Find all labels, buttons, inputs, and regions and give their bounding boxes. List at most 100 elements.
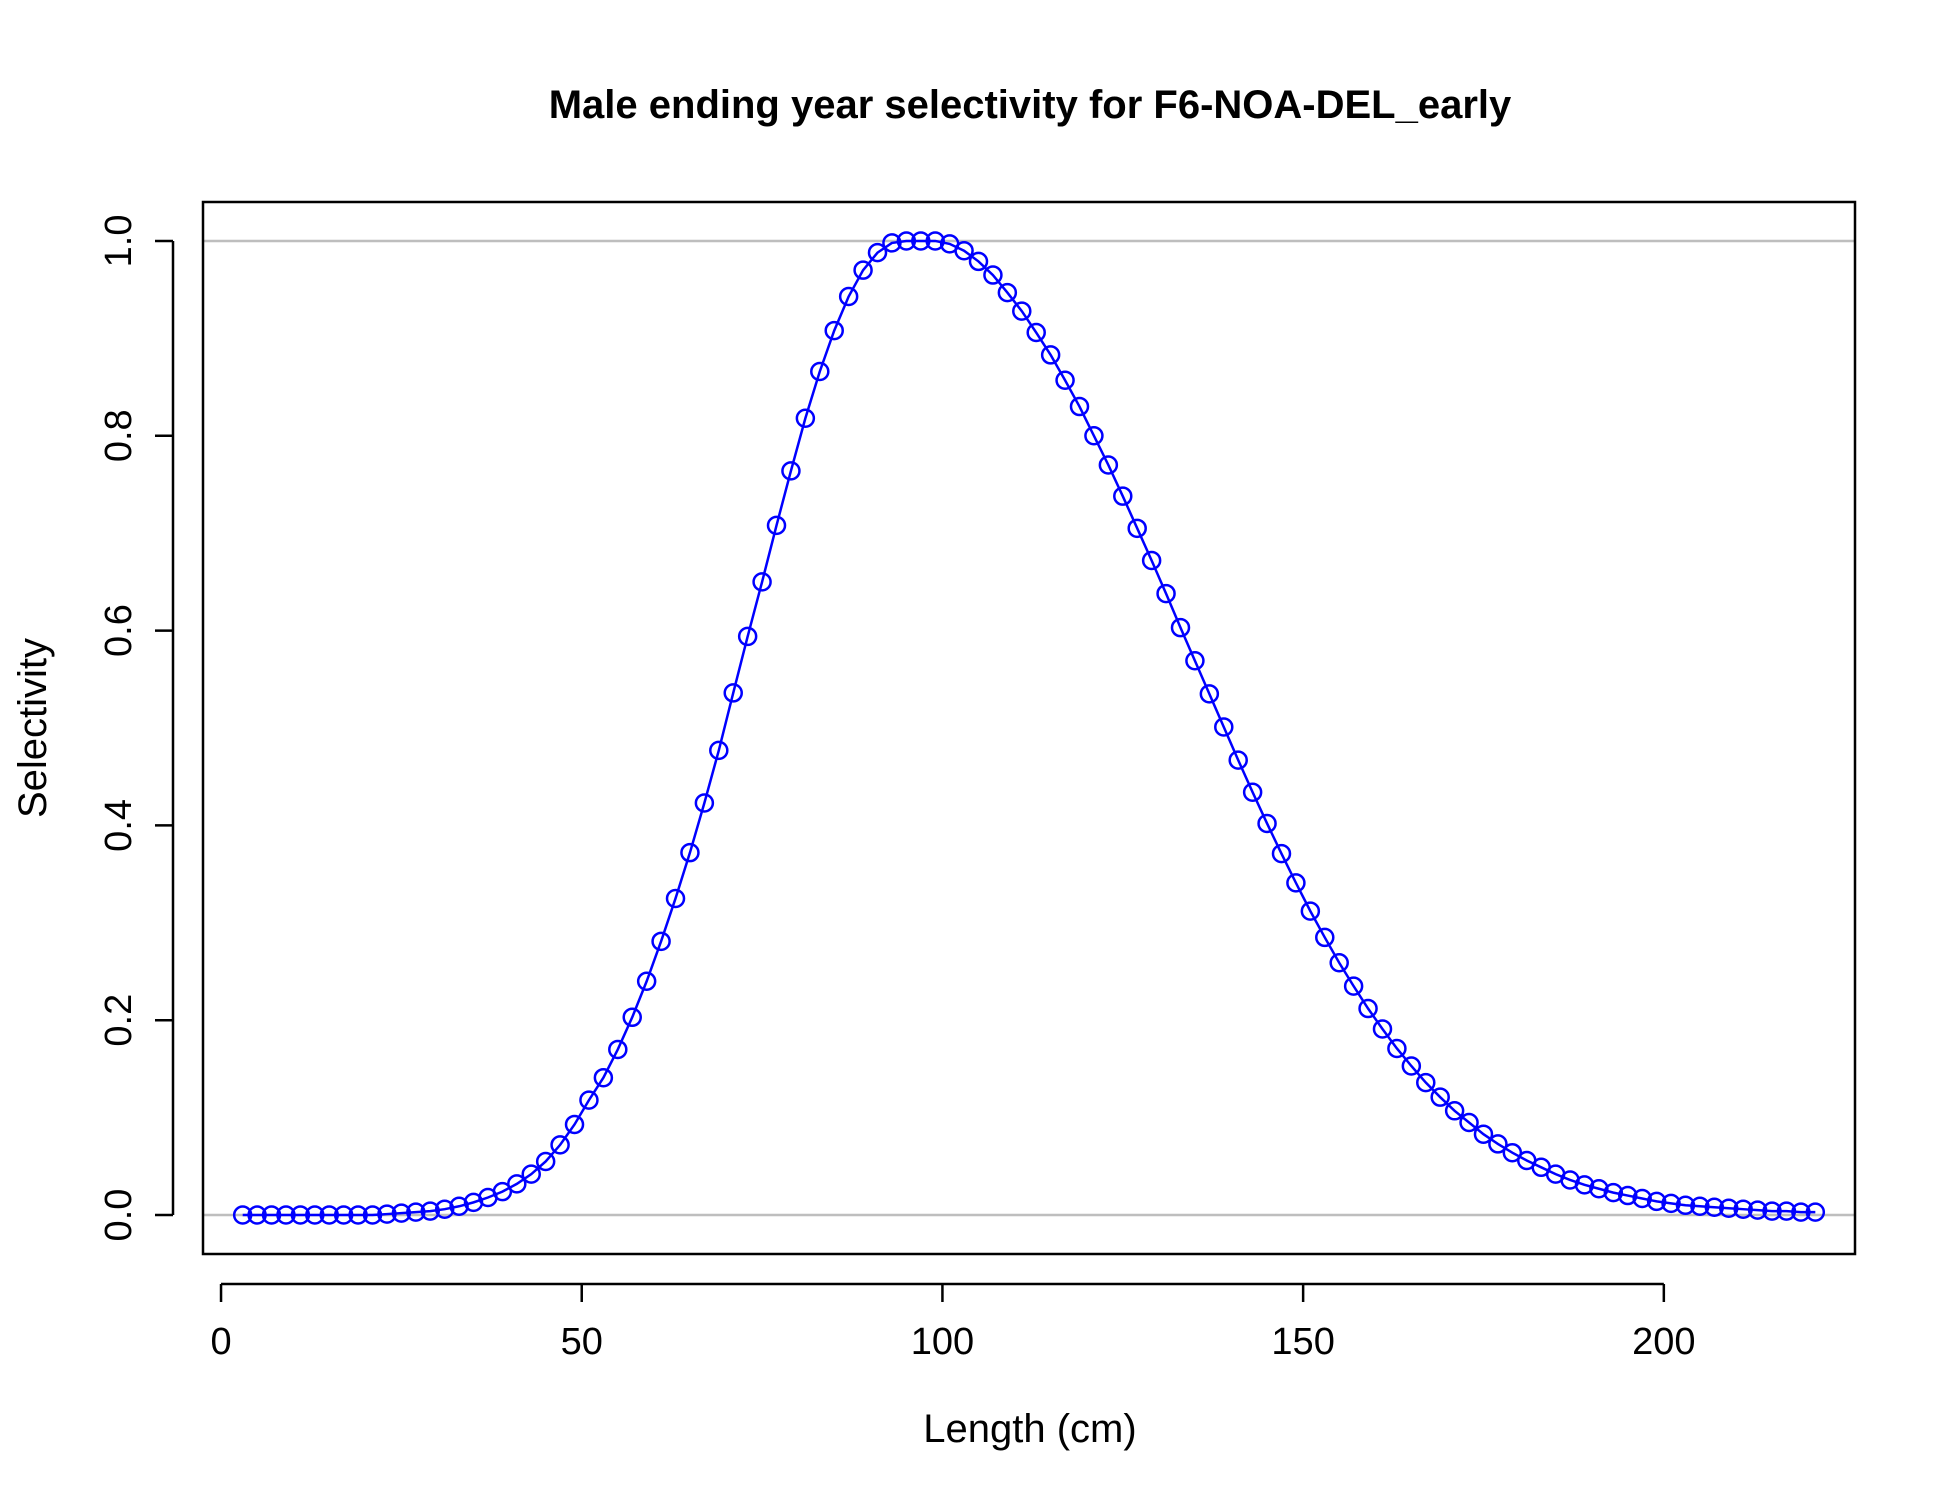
data-point bbox=[810, 361, 830, 382]
x-axis-label: Length (cm) bbox=[923, 1407, 1136, 1451]
data-point bbox=[1286, 873, 1306, 893]
data-point bbox=[954, 240, 974, 261]
data-point bbox=[925, 231, 945, 251]
data-point bbox=[1430, 1087, 1450, 1107]
data-point bbox=[1473, 1124, 1494, 1144]
data-point bbox=[737, 626, 758, 647]
data-point bbox=[896, 231, 917, 251]
data-point bbox=[795, 408, 816, 428]
data-point bbox=[1271, 843, 1292, 864]
data-point bbox=[1416, 1072, 1436, 1093]
data-point bbox=[1199, 684, 1220, 704]
y-tick-label: 0.8 bbox=[98, 409, 140, 462]
data-point bbox=[911, 231, 931, 251]
data-point bbox=[564, 1114, 585, 1135]
data-point bbox=[1459, 1112, 1479, 1133]
data-point bbox=[521, 1164, 541, 1184]
data-point bbox=[1690, 1196, 1710, 1217]
data-point bbox=[1401, 1056, 1422, 1076]
y-tick-label: 0.4 bbox=[98, 799, 140, 852]
series-line bbox=[242, 239, 1816, 1217]
data-point bbox=[1358, 998, 1378, 1019]
data-point bbox=[608, 1039, 628, 1060]
data-point bbox=[406, 1202, 426, 1222]
data-point bbox=[1444, 1101, 1465, 1121]
data-point bbox=[492, 1181, 513, 1202]
data-point bbox=[1762, 1201, 1782, 1221]
data-point bbox=[1805, 1202, 1826, 1222]
chart-title: Male ending year selectivity for F6-NOA-… bbox=[549, 83, 1512, 127]
reference-lines bbox=[203, 239, 1855, 1217]
y-tick-label: 0.6 bbox=[98, 604, 140, 657]
data-point bbox=[305, 1205, 325, 1225]
data-point bbox=[449, 1196, 469, 1217]
data-point bbox=[636, 971, 657, 992]
data-point bbox=[781, 461, 801, 481]
data-point bbox=[838, 286, 859, 307]
data-point bbox=[1300, 901, 1321, 921]
data-point bbox=[1127, 518, 1147, 539]
y-tick-label: 0.0 bbox=[98, 1189, 140, 1242]
data-point bbox=[968, 251, 989, 272]
data-point bbox=[434, 1199, 455, 1219]
data-point bbox=[680, 842, 700, 863]
data-point bbox=[593, 1067, 614, 1088]
data-point bbox=[420, 1201, 440, 1221]
data-point bbox=[723, 683, 743, 703]
data-point bbox=[535, 1151, 556, 1172]
data-point bbox=[1372, 1019, 1393, 1039]
data-point bbox=[247, 1205, 267, 1225]
data-point bbox=[232, 1205, 253, 1225]
data-point bbox=[507, 1174, 527, 1194]
data-point bbox=[362, 1205, 383, 1225]
data-point bbox=[1329, 953, 1349, 973]
data-point bbox=[867, 242, 888, 263]
data-point bbox=[1141, 550, 1162, 571]
data-point bbox=[824, 320, 844, 341]
data-point bbox=[290, 1205, 311, 1225]
data-point bbox=[1026, 322, 1046, 343]
data-point bbox=[1661, 1193, 1681, 1214]
data-point bbox=[853, 260, 873, 280]
data-point bbox=[1574, 1175, 1595, 1195]
data-point bbox=[1315, 927, 1335, 948]
x-tick-label: 200 bbox=[1632, 1321, 1695, 1363]
data-point bbox=[1343, 976, 1364, 996]
data-point bbox=[391, 1203, 412, 1223]
data-point bbox=[1719, 1198, 1739, 1218]
data-point bbox=[1502, 1142, 1523, 1163]
data-point bbox=[1069, 396, 1090, 417]
x-tick-label: 150 bbox=[1271, 1321, 1334, 1363]
data-point bbox=[550, 1135, 570, 1155]
data-point bbox=[348, 1205, 368, 1225]
data-point bbox=[622, 1007, 642, 1028]
data-point bbox=[983, 265, 1003, 285]
data-point bbox=[1012, 301, 1032, 321]
data-point bbox=[1776, 1201, 1797, 1221]
data-point bbox=[1704, 1197, 1725, 1217]
data-point bbox=[1113, 486, 1133, 506]
data-point bbox=[1488, 1134, 1508, 1154]
data-point bbox=[1040, 345, 1061, 365]
series-layer bbox=[232, 231, 1826, 1225]
data-point bbox=[651, 931, 671, 952]
data-point bbox=[1156, 583, 1176, 604]
data-point bbox=[1055, 370, 1075, 391]
data-point bbox=[1603, 1182, 1624, 1203]
data-point bbox=[665, 888, 686, 909]
data-point bbox=[261, 1205, 282, 1225]
data-point bbox=[1589, 1178, 1609, 1199]
plot-frame bbox=[201, 200, 1857, 1256]
data-point bbox=[1675, 1195, 1696, 1216]
data-point bbox=[1257, 813, 1277, 834]
data-point bbox=[1242, 782, 1263, 803]
data-point bbox=[1632, 1188, 1652, 1209]
y-axis-label: Selectivity bbox=[11, 638, 55, 818]
data-point bbox=[1733, 1199, 1753, 1219]
data-point bbox=[1791, 1202, 1811, 1222]
x-axis: 0 50 100 150 200 bbox=[210, 1282, 1696, 1363]
data-point bbox=[319, 1205, 339, 1225]
y-tick-label: 0.2 bbox=[98, 994, 140, 1047]
data-point bbox=[1646, 1191, 1667, 1212]
